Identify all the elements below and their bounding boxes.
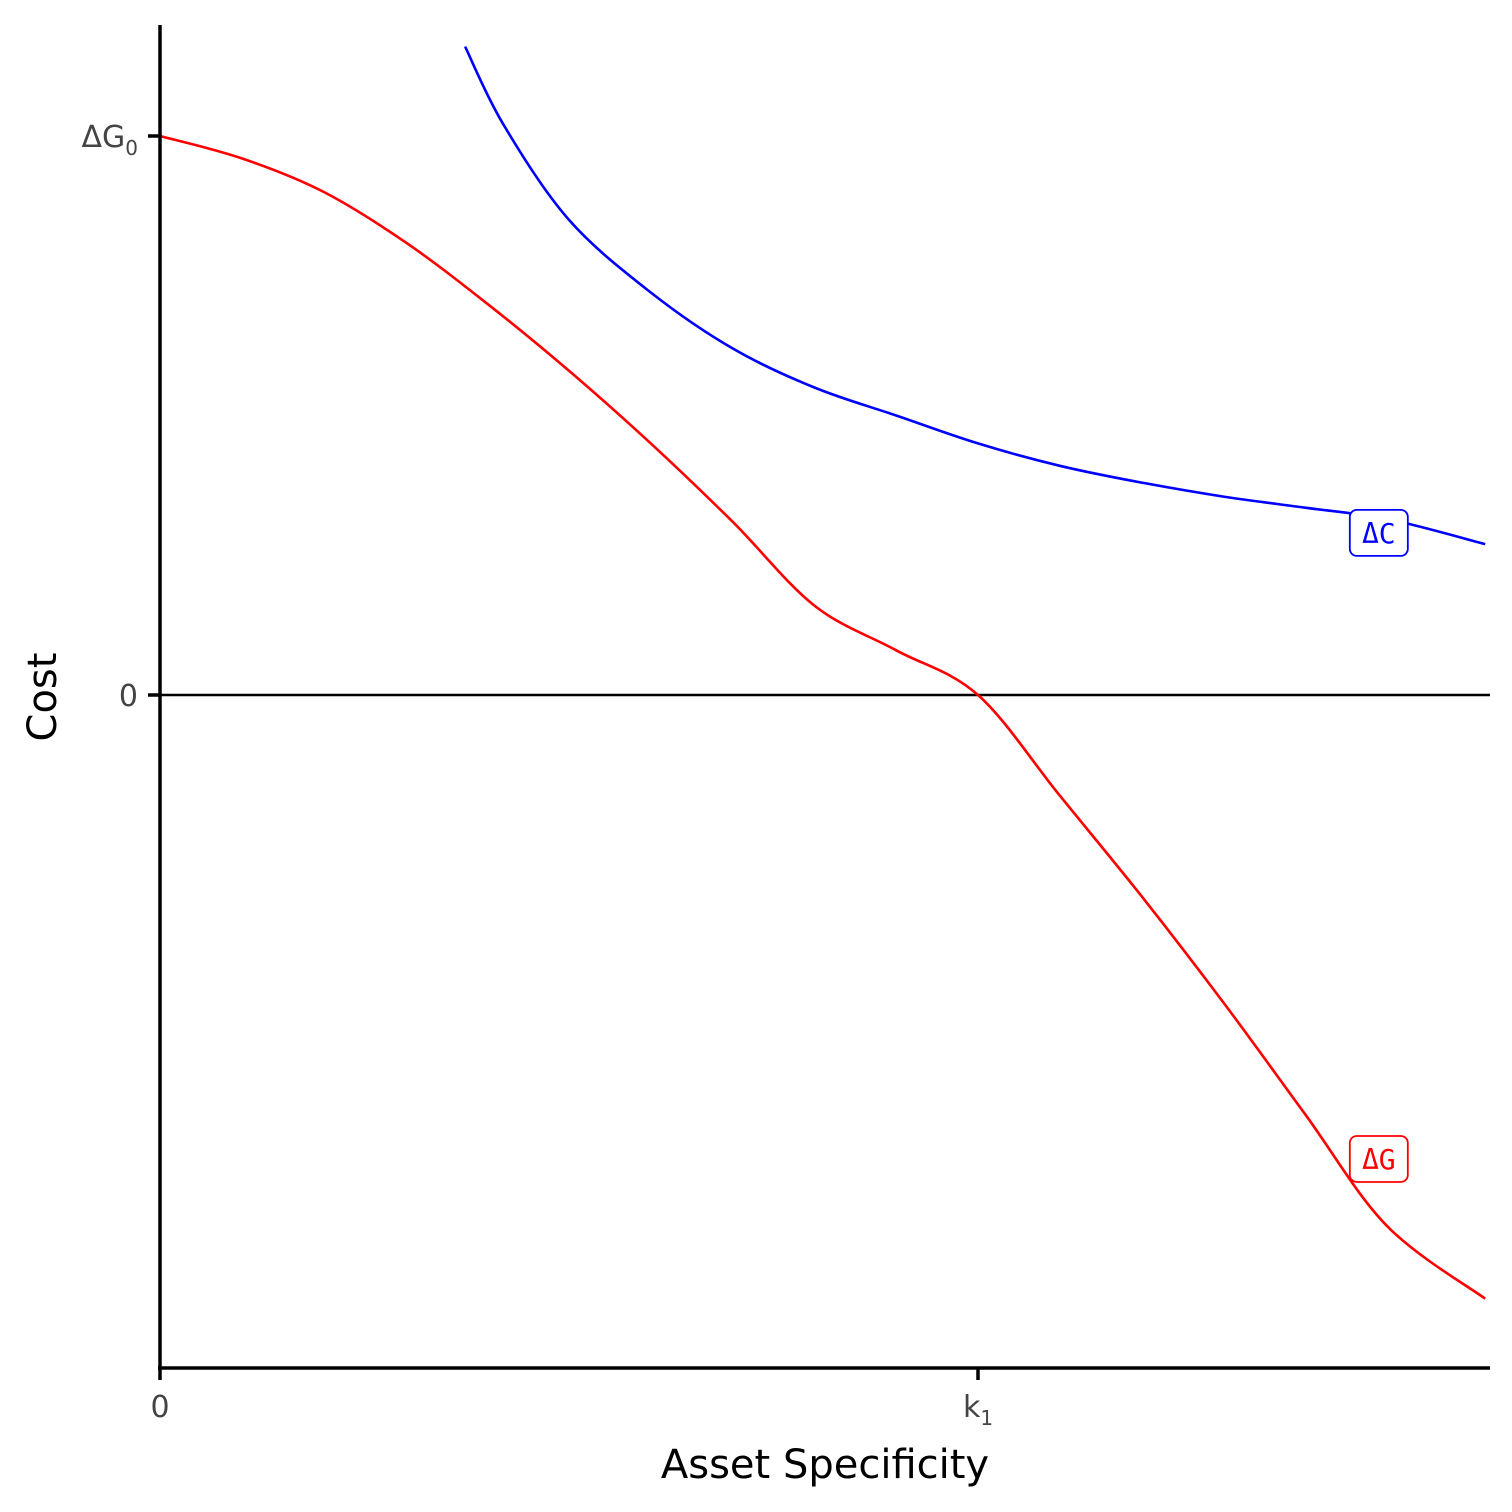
x-tick-label: k1 xyxy=(963,1390,993,1430)
series-line-delta-g xyxy=(160,134,1486,1300)
series-label-delta-g: ΔG xyxy=(1348,1135,1409,1183)
x-tick-label: 0 xyxy=(150,1390,169,1425)
y-axis-title: Cost xyxy=(20,653,66,742)
series-label-delta-c: ΔC xyxy=(1348,508,1409,557)
svg-text:ΔG: ΔG xyxy=(1362,1143,1396,1176)
x-axis-title: Asset Specificity xyxy=(661,1442,989,1488)
series-line-delta-c xyxy=(463,46,1486,546)
axis-ticks: 0 k1 0 ΔG0 xyxy=(81,120,993,1430)
y-tick-label: ΔG0 xyxy=(81,120,138,160)
y-tick-label: 0 xyxy=(119,679,138,714)
series-labels: ΔC ΔG xyxy=(1348,508,1409,1183)
axes xyxy=(158,25,1490,1370)
svg-text:ΔC: ΔC xyxy=(1362,517,1396,550)
plot-area xyxy=(160,46,1490,1300)
